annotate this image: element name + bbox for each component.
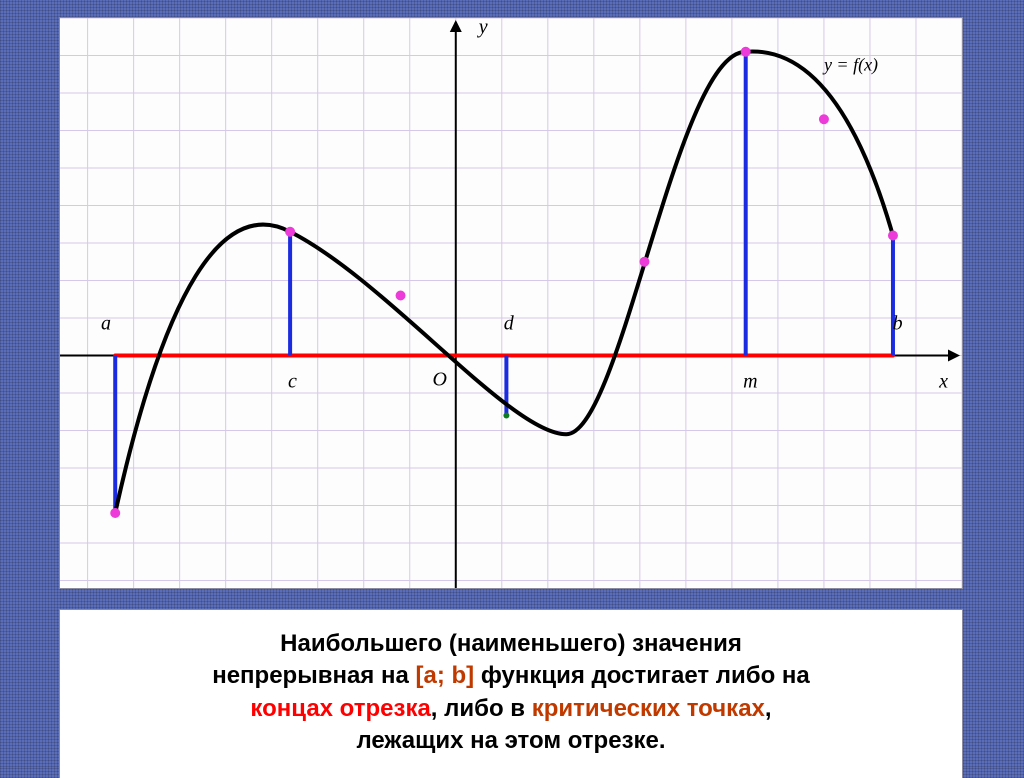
svg-text:O: O [432,369,446,391]
chart-panel: a c d m b Oy x y = f(x) [60,18,962,588]
svg-text:b: b [893,312,903,334]
svg-text:y: y [477,18,488,38]
function-chart: a c d m b Oy x y = f(x) [60,18,962,588]
svg-text:d: d [504,312,515,334]
svg-text:y = f(x): y = f(x) [822,55,878,76]
svg-text:a: a [101,312,111,334]
caption-box: Наибольшего (наименьшего) значениянепрер… [60,610,962,778]
svg-text:m: m [743,370,757,392]
svg-text:c: c [288,370,297,392]
svg-text:x: x [938,370,948,392]
caption-text: Наибольшего (наименьшего) значениянепрер… [90,628,932,758]
